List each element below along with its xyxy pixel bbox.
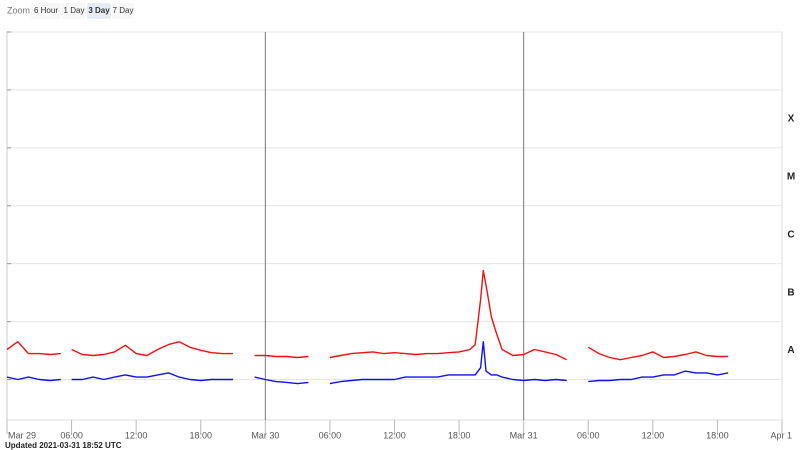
- x-tick-label: Mar 30: [251, 430, 279, 440]
- zoom-button-label: 6 Hour: [34, 6, 58, 15]
- x-tick-label: 18:00: [448, 430, 471, 440]
- zoom-button[interactable]: 1 Day: [62, 3, 86, 19]
- x-tick-label: Mar 29: [8, 430, 36, 440]
- zoom-button-label: 1 Day: [64, 6, 85, 15]
- zoom-button-bg: [31, 3, 61, 19]
- zoom-button-label: 3 Day: [88, 6, 110, 15]
- flare-class-label: M: [787, 171, 795, 182]
- x-tick-label: 06:00: [60, 430, 83, 440]
- zoom-button-bg: [112, 3, 134, 19]
- flare-class-label: X: [788, 114, 795, 125]
- x-tick-label: 18:00: [706, 430, 729, 440]
- x-tick-label: 18:00: [189, 430, 212, 440]
- x-tick-label: 06:00: [577, 430, 600, 440]
- x-tick-label: 06:00: [319, 430, 342, 440]
- updated-note: Updated 2021-03-31 18:52 UTC: [5, 441, 122, 450]
- x-tick-label: 12:00: [642, 430, 665, 440]
- flare-class-label: A: [787, 345, 794, 356]
- zoom-button-label: 7 Day: [113, 6, 134, 15]
- flux-line: [6, 341, 729, 385]
- flare-class-label: C: [787, 229, 794, 240]
- flux-line: [6, 269, 729, 361]
- zoom-button-bg: [62, 3, 86, 19]
- zoom-button[interactable]: 6 Hour: [31, 3, 61, 19]
- x-tick-label: Apr 1: [770, 430, 792, 440]
- x-tick-label: 12:00: [125, 430, 148, 440]
- x-tick-label: Mar 31: [510, 430, 538, 440]
- plot-area: [6, 31, 783, 421]
- zoom-button[interactable]: 3 Day: [87, 3, 111, 19]
- flare-class-label: B: [787, 287, 794, 298]
- zoom-button[interactable]: 7 Day: [112, 3, 134, 19]
- zoom-buttons: 6 Hour 1 Day 3 Day 7 Day: [31, 3, 134, 19]
- x-tick-label: 12:00: [383, 430, 406, 440]
- zoom-button-bg: [87, 3, 111, 19]
- zoom-label: Zoom: [7, 5, 30, 15]
